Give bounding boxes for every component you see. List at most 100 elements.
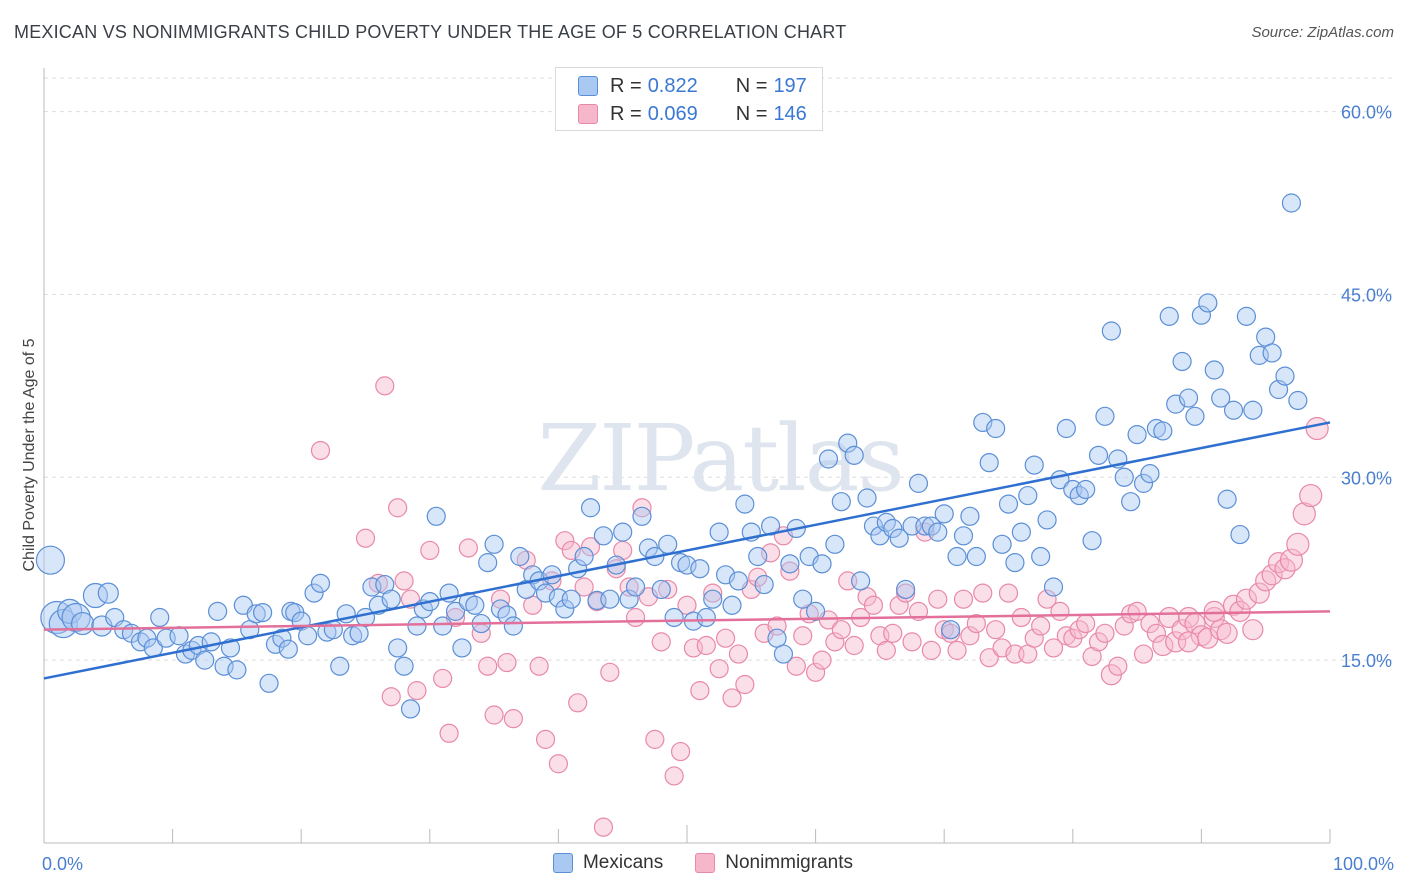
mexicans-point xyxy=(253,602,273,623)
mexicans-point xyxy=(150,607,170,628)
mexicans-point xyxy=(201,632,221,652)
nonimmigrants-point xyxy=(793,626,813,646)
mexicans-point xyxy=(889,528,909,548)
mexicans-point xyxy=(394,656,414,676)
mexicans-point xyxy=(838,433,858,453)
mexicans-point xyxy=(690,559,710,579)
nonimmigrants-point xyxy=(1114,616,1134,636)
legend-r-label: R = xyxy=(610,74,642,97)
mexicans-point xyxy=(330,656,350,676)
nonimmigrants-point xyxy=(1076,613,1096,634)
nonimmigrants-point xyxy=(394,571,414,591)
nonimmigrants-point xyxy=(1216,622,1238,644)
mexicans-point xyxy=(709,522,729,542)
mexicans-point xyxy=(82,582,109,609)
mexicans-point xyxy=(773,644,794,664)
nonimmigrants-point xyxy=(1255,570,1277,592)
nonimmigrants-point xyxy=(921,640,941,660)
mexicans-point xyxy=(619,589,639,609)
nonimmigrants-point xyxy=(1305,416,1329,441)
nonimmigrants-point xyxy=(998,583,1019,603)
nonimmigrants-point xyxy=(1108,656,1128,676)
mexicans-point xyxy=(1159,306,1179,326)
mexicans-point xyxy=(613,522,633,542)
bottom-legend-label: Nonimmigrants xyxy=(725,852,853,873)
nonimmigrants-point xyxy=(368,573,388,593)
mexicans-point xyxy=(857,488,877,508)
mexicans-point xyxy=(1211,388,1231,408)
nonimmigrants-point xyxy=(1286,532,1310,556)
mexicans-point xyxy=(1185,406,1205,426)
mexicans-point xyxy=(452,638,472,658)
mexicans-point xyxy=(1198,293,1218,313)
axes xyxy=(43,68,1331,844)
mexicans-point xyxy=(1095,406,1115,426)
mexicans-point xyxy=(953,526,974,546)
nonimmigrants-point xyxy=(876,640,896,660)
mexicans-point xyxy=(278,639,298,659)
bottom-legend-nonimmigrants: Nonimmigrants xyxy=(695,852,853,874)
mexicans-point xyxy=(625,577,646,597)
mexicans-point xyxy=(1191,305,1212,325)
mexicans-point xyxy=(510,546,530,567)
y-tick-label: 15.0% xyxy=(1341,651,1392,671)
mexicans-point xyxy=(1088,445,1109,465)
nonimmigrants-point xyxy=(690,681,710,701)
y-tick-label: 30.0% xyxy=(1341,468,1392,488)
mexicans-point xyxy=(1217,489,1237,509)
mexicans-point xyxy=(703,589,723,609)
nonimmigrants-point xyxy=(535,729,556,749)
nonimmigrants-point xyxy=(831,620,851,640)
mexicans-point xyxy=(1262,343,1282,363)
nonimmigrants-point xyxy=(902,632,922,652)
mexicans-point xyxy=(388,638,408,658)
mexicans-point xyxy=(593,526,614,546)
nonimmigrants-point xyxy=(960,626,980,646)
mexicans-point xyxy=(883,518,903,539)
mexicans-point xyxy=(677,555,697,575)
mexicans-point xyxy=(1275,366,1295,386)
nonimmigrants-point xyxy=(844,635,864,656)
legend-r-value: 0.069 xyxy=(647,102,698,125)
nonimmigrants-point xyxy=(580,537,601,557)
legend-n-label: N = xyxy=(735,74,768,97)
mexicans-point xyxy=(1121,492,1141,512)
source-label: Source: ZipAtlas.com xyxy=(1251,24,1394,41)
mexicans-point xyxy=(934,504,954,524)
mexicans-point xyxy=(896,579,916,600)
chart-title: MEXICAN VS NONIMMIGRANTS CHILD POVERTY U… xyxy=(14,22,847,42)
nonimmigrants-point xyxy=(1279,548,1304,572)
mexicans-points xyxy=(35,193,1308,719)
mexicans-point xyxy=(600,589,620,609)
mexicans-point xyxy=(433,616,453,636)
mexicans-point xyxy=(651,579,671,600)
nonimmigrants-point xyxy=(863,595,884,615)
mexicans-point xyxy=(735,494,755,514)
mexicans-point xyxy=(754,574,774,595)
nonimmigrants-point xyxy=(670,741,691,762)
y-tick-label: 45.0% xyxy=(1341,285,1392,305)
mexicans-point xyxy=(445,601,466,621)
nonimmigrants-point xyxy=(1248,582,1270,604)
mexicans-point xyxy=(664,607,684,628)
nonimmigrants-point xyxy=(979,648,999,668)
nonimmigrants-point xyxy=(973,583,993,603)
mexicans-point xyxy=(1024,455,1044,475)
nonimmigrants-point xyxy=(555,531,575,551)
mexicans-point xyxy=(35,545,66,575)
mexicans-point xyxy=(1037,510,1057,530)
tick-labels: 15.0% 30.0% 45.0% 60.0% 0.0% 100.0% xyxy=(42,103,1394,874)
nonimmigrants-point xyxy=(760,543,781,563)
legend-swatch-blue xyxy=(578,76,598,96)
bottom-legend-swatch-pink xyxy=(695,853,716,873)
mexicans-point xyxy=(426,506,446,526)
mexicans-point xyxy=(580,498,601,518)
mexicans-point xyxy=(458,592,478,612)
mexicans-point xyxy=(400,699,421,719)
legend-n-value: 146 xyxy=(773,102,807,125)
nonimmigrants-point xyxy=(735,674,755,695)
nonimmigrants-point xyxy=(786,656,806,676)
nonimmigrants-point xyxy=(953,589,974,609)
mexicans-point xyxy=(960,506,980,526)
